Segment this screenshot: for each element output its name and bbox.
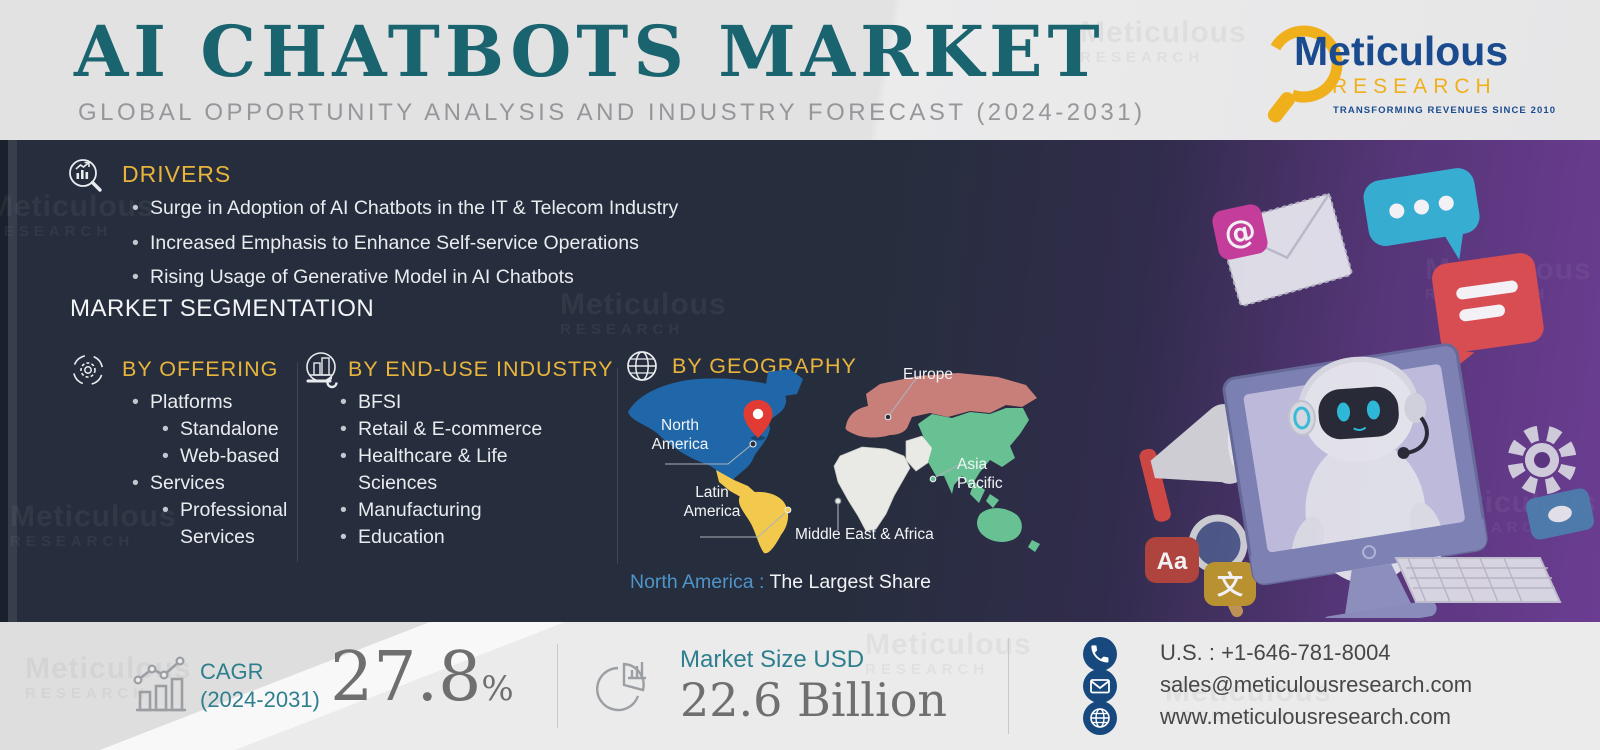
cagr-unit: %	[481, 669, 514, 709]
market-size-value: 22.6 Billion	[680, 673, 948, 727]
offering-subitem: Web-based	[162, 443, 310, 470]
svg-text:@: @	[1220, 210, 1259, 254]
magnifier-chart-icon	[69, 159, 102, 192]
map-label-asia-pacific: Asia Pacific	[957, 456, 1003, 492]
cagr-label: CAGR (2024-2031)	[200, 658, 320, 714]
language-aa-icon: Aa	[1145, 537, 1199, 583]
chat-bubble-dots-icon	[1363, 168, 1480, 260]
driver-item: Rising Usage of Generative Model in AI C…	[132, 264, 678, 291]
monitor-stand	[1250, 518, 1487, 618]
mouse-icon	[1526, 488, 1594, 540]
cagr-label-line2: (2024-2031)	[200, 687, 320, 712]
pie-chart-icon	[596, 662, 646, 712]
language-translate-icon: 文	[1204, 562, 1256, 606]
location-pin-icon	[743, 400, 773, 441]
svg-text:文: 文	[1217, 570, 1244, 601]
driver-item: Surge in Adoption of AI Chatbots in the …	[132, 195, 678, 222]
largest-share-text: The Largest Share	[769, 571, 931, 593]
left-edge-shadow	[0, 140, 8, 622]
growth-chart-icon	[133, 656, 186, 712]
cagr-number: 27.8	[330, 638, 482, 717]
logo-tagline: TRANSFORMING REVENUES SINCE 2010	[1333, 105, 1557, 116]
market-segmentation-heading: MARKET SEGMENTATION	[70, 295, 375, 322]
footer-divider	[1008, 638, 1009, 734]
page-title: AI CHATBOTS MARKET	[74, 10, 1105, 93]
offering-subitem: Professional Services	[162, 497, 300, 551]
end-use-list: BFSI Retail & E-commerce Healthcare & Li…	[340, 389, 586, 551]
drivers-heading: DRIVERS	[122, 161, 232, 187]
largest-share-note: North America : The Largest Share	[630, 571, 931, 594]
map-region-southeast-asia	[970, 482, 999, 508]
contact-phone: U.S. : +1-646-781-8004	[1160, 640, 1391, 665]
end-use-item: BFSI	[340, 389, 586, 416]
map-region-new-zealand	[1028, 540, 1040, 552]
map-leader-lines	[665, 375, 960, 538]
map-label-europe: Europe	[903, 366, 953, 383]
gear-cycle-icon	[72, 354, 104, 386]
end-use-item: Retail & E-commerce	[340, 416, 586, 443]
largest-share-region: North America	[630, 571, 754, 593]
magnifier-logo-icon	[1265, 25, 1343, 123]
cagr-value: 27.8%	[330, 644, 514, 723]
end-use-item: Education	[340, 524, 586, 551]
svg-text:Aa: Aa	[1157, 548, 1188, 575]
offering-subitem: Standalone	[162, 416, 310, 443]
keyboard-icon	[1394, 557, 1562, 603]
by-geography-heading: BY GEOGRAPHY	[672, 354, 857, 378]
market-size-label: Market Size USD	[680, 646, 865, 673]
contact-website: www.meticulousresearch.com	[1160, 704, 1451, 729]
page-subtitle: GLOBAL OPPORTUNITY ANALYSIS AND INDUSTRY…	[78, 99, 1146, 126]
contact-email-row: sales@meticulousresearch.com	[1082, 668, 1472, 703]
driver-item: Increased Emphasis to Enhance Self-servi…	[132, 230, 678, 257]
chatbot-illustration: @	[1139, 168, 1594, 618]
map-region-north-america	[628, 378, 787, 484]
left-edge-strip	[8, 140, 17, 622]
map-label-north-america: North America	[651, 417, 709, 453]
mail-icon	[1083, 669, 1117, 703]
end-use-item: Healthcare & Life Sciences	[340, 443, 586, 497]
by-end-use-heading: BY END-USE INDUSTRY	[348, 357, 614, 381]
column-divider	[297, 362, 298, 562]
phone-icon	[1083, 637, 1117, 671]
offering-item: Services	[132, 470, 310, 497]
map-region-australia	[977, 508, 1022, 543]
cagr-label-line1: CAGR	[200, 659, 264, 684]
map-region-greenland	[766, 369, 803, 397]
largest-share-separator: :	[753, 571, 770, 593]
map-region-africa	[833, 446, 911, 532]
meticulous-research-logo: Meticulous RESEARCH TRANSFORMING REVENUE…	[1256, 12, 1555, 130]
logo-subname: RESEARCH	[1332, 75, 1497, 98]
contact-website-row: www.meticulousresearch.com	[1082, 700, 1451, 735]
at-badge-icon: @	[1212, 204, 1268, 260]
map-label-middle-east-africa: Middle East & Africa	[795, 526, 934, 543]
drivers-list: Surge in Adoption of AI Chatbots in the …	[132, 195, 678, 299]
footer-divider	[557, 644, 558, 728]
industry-buildings-icon	[306, 352, 338, 389]
contact-phone-row: U.S. : +1-646-781-8004	[1082, 636, 1391, 671]
column-divider	[617, 368, 618, 564]
logo-name: Meticulous	[1294, 28, 1509, 74]
map-label-latin-america: Latin America	[683, 484, 741, 520]
world-map	[628, 369, 1040, 554]
main-band: Meticulous RESEARCH Meticulous RESEARCH Me…	[0, 140, 1600, 622]
contact-email: sales@meticulousresearch.com	[1160, 672, 1473, 697]
by-offering-heading: BY OFFERING	[122, 357, 279, 381]
globe-icon	[627, 351, 657, 381]
map-region-south-america	[738, 491, 789, 554]
map-region-central-america	[716, 470, 757, 500]
gear-icon	[1507, 425, 1577, 495]
end-use-item: Manufacturing	[340, 497, 586, 524]
map-region-europe-russia	[845, 373, 1037, 438]
offering-item: Platforms	[132, 389, 310, 416]
web-globe-icon	[1083, 701, 1117, 735]
offering-list: Platforms Standalone Web-based Services …	[132, 389, 310, 551]
